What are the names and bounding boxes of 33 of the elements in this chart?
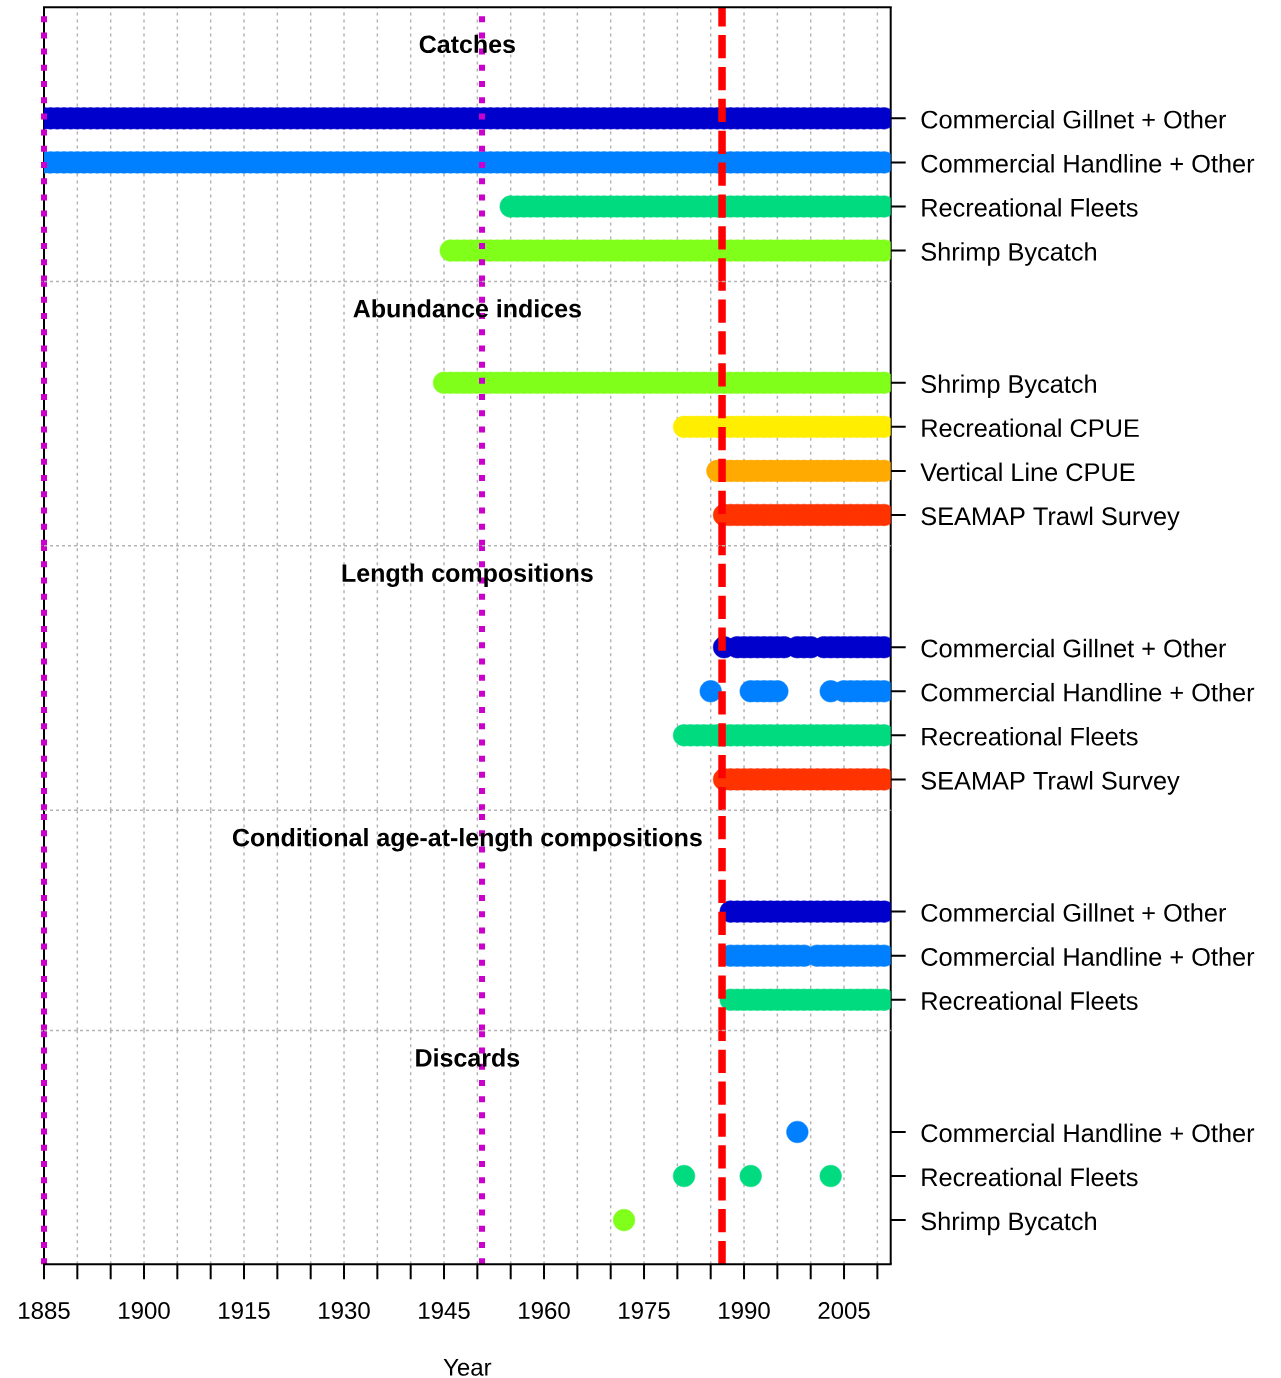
y-tick-label: SEAMAP Trawl Survey — [921, 506, 1180, 531]
y-tick-label: Commercial Handline + Other — [921, 154, 1255, 173]
y-tick-label: Commercial Gillnet + Other — [921, 638, 1226, 658]
chart-title: Length compositions — [342, 563, 593, 588]
x-tick-label: 1900 — [119, 1302, 170, 1320]
x-tick-label: 2005 — [818, 1302, 870, 1320]
y-tick-label: SEAMAP Trawl Survey — [921, 771, 1180, 795]
y-tick-label: Shrimp Bycatch — [921, 1211, 1096, 1236]
x-tick-label: 1930 — [319, 1302, 370, 1320]
x-tick-label: 1960 — [519, 1302, 570, 1320]
y-tick-label: Shrimp Bycatch — [921, 374, 1096, 399]
x-tick-label: 1885 — [19, 1302, 70, 1320]
y-tick-label: Commercial Handline + Other — [921, 1123, 1255, 1143]
y-tick-label: Recreational Fleets — [922, 726, 1138, 746]
chart-title: Conditional age-at-length compositions — [232, 828, 702, 852]
y-tick-label: Commercial Handline + Other — [921, 682, 1255, 702]
x-axis-title: Year — [443, 1359, 492, 1376]
chart-title: Catches — [419, 34, 515, 54]
y-tick-label: Recreational Fleets — [922, 1167, 1138, 1187]
y-tick-label: Commercial Gillnet + Other — [921, 903, 1226, 922]
y-tick-label: Shrimp Bycatch — [921, 242, 1096, 266]
y-tick-label: Commercial Gillnet + Other — [921, 109, 1226, 129]
y-tick-label: Vertical Line CPUE — [920, 462, 1135, 482]
x-tick-label: 1915 — [219, 1302, 270, 1320]
chart-title: Abundance indices — [353, 299, 581, 318]
y-tick-label: Recreational Fleets — [922, 198, 1138, 217]
x-tick-label: 1945 — [419, 1302, 470, 1320]
x-tick-label: 1975 — [619, 1302, 670, 1320]
x-tick-label: 1990 — [719, 1302, 770, 1320]
chart-title: Discards — [416, 1048, 520, 1067]
y-tick-label: Commercial Handline + Other — [921, 947, 1255, 966]
y-tick-label: Recreational Fleets — [922, 991, 1138, 1010]
y-tick-label: Recreational CPUE — [922, 418, 1139, 438]
